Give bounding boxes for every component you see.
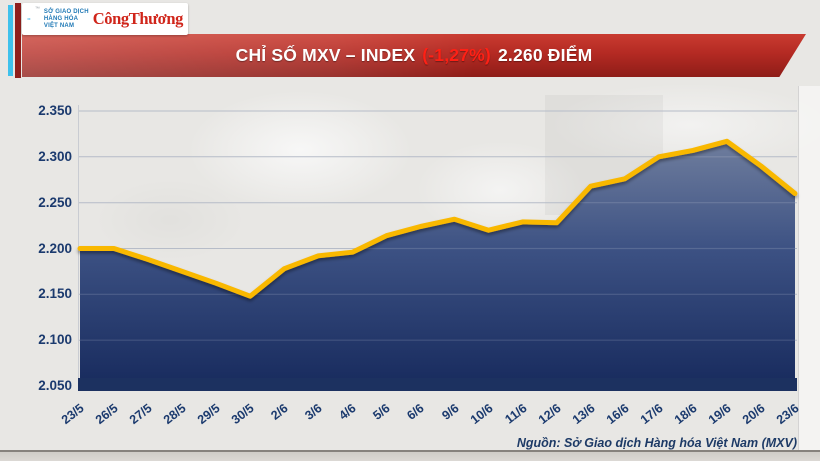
y-axis-label: 2.300 [38,149,72,164]
page-title: CHỈ SỐ MXV – INDEX (-1,27%) 2.260 ĐIỂM [22,34,806,77]
trademark-mark: ™ [34,6,40,12]
title-index-name: CHỈ SỐ MXV – INDEX [235,45,416,65]
accent-bar-cyan [8,5,13,76]
congthuong-logo: CôngThương [92,9,184,28]
x-axis-baseline-bar [78,378,797,391]
y-axis-label: 2.200 [38,241,72,256]
source-caption: Nguồn: Sở Giao dịch Hàng hóa Việt Nam (M… [516,436,797,450]
index-line-series [77,138,798,299]
accent-bar-red [15,3,21,78]
title-points-value: 2.260 ĐIỂM [497,45,593,65]
area-series-fill [80,141,795,391]
y-axis-label: 2.050 [38,378,72,393]
y-axis-label: 2.100 [38,332,72,347]
logo-box: ™ SỞ GIAO DỊCH HÀNG HÓA VIỆT NAM CôngThư… [22,3,188,35]
y-axis-label: 2.250 [38,195,72,210]
title-change-percent: (-1,27%) [422,45,491,65]
y-axis-label: 2.150 [38,286,72,301]
org-line-3: VIỆT NAM [43,22,75,29]
mxv-org-name: SỞ GIAO DỊCH HÀNG HÓA VIỆT NAM [44,9,89,30]
org-line-1: SỞ GIAO DỊCH [43,8,89,15]
y-axis-label: 2.350 [38,103,72,118]
title-banner: CHỈ SỐ MXV – INDEX (-1,27%) 2.260 ĐIỂM [22,34,806,77]
org-line-2: HÀNG HÓA [43,15,79,22]
mxv-logo-icon [27,18,31,20]
